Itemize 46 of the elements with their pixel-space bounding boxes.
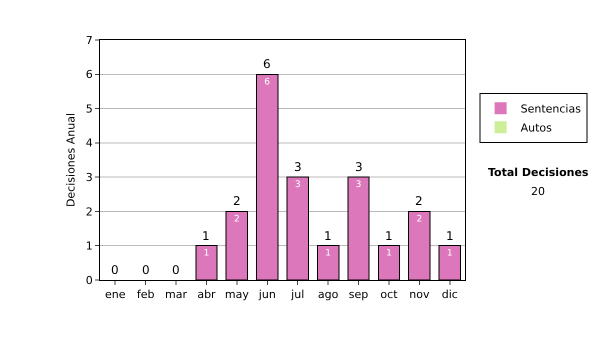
y-tick-label: 2 bbox=[86, 205, 93, 218]
total-label: 1 bbox=[324, 229, 332, 243]
legend-label: Sentencias bbox=[520, 102, 582, 116]
x-tick-label: feb bbox=[136, 288, 154, 302]
total-label: 0 bbox=[142, 263, 150, 277]
x-tick-label: may bbox=[224, 288, 250, 302]
x-tick-label: mar bbox=[165, 288, 188, 302]
total-label: 0 bbox=[172, 263, 180, 277]
x-tick-label: jul bbox=[290, 288, 304, 302]
x-tick-label: abr bbox=[197, 288, 216, 302]
total-label: 6 bbox=[263, 57, 271, 71]
data-label: 2 bbox=[416, 214, 422, 224]
y-tick-label: 3 bbox=[86, 170, 93, 184]
x-tick-label: oct bbox=[380, 288, 398, 302]
x-tick-label: ene bbox=[104, 288, 126, 302]
y-tick-label: 0 bbox=[86, 274, 93, 287]
y-tick-label: 7 bbox=[86, 34, 93, 47]
x-tick-label: ago bbox=[318, 288, 339, 302]
data-label: 3 bbox=[356, 180, 362, 190]
x-tick-label: nov bbox=[409, 288, 430, 302]
total-label: 2 bbox=[233, 194, 241, 208]
data-label: 1 bbox=[204, 248, 210, 259]
data-label: 3 bbox=[294, 180, 301, 190]
x-tick-label: dic bbox=[442, 288, 458, 302]
y-tick-label: 5 bbox=[86, 102, 93, 116]
y-tick-label: 4 bbox=[86, 136, 93, 150]
data-label: 1 bbox=[386, 248, 392, 259]
x-tick-label: sep bbox=[348, 288, 368, 302]
total-label: 1 bbox=[385, 229, 393, 243]
total-label: 2 bbox=[415, 194, 423, 208]
total-label: 1 bbox=[446, 229, 454, 243]
total-label: 3 bbox=[355, 160, 363, 174]
y-axis-title: Decisiones Anual bbox=[64, 112, 78, 208]
total-label: 0 bbox=[111, 263, 119, 277]
total-label: 3 bbox=[294, 160, 302, 174]
text: Total Decisiones bbox=[488, 166, 589, 179]
data-label: 1 bbox=[446, 248, 453, 259]
data-label: 6 bbox=[264, 77, 270, 88]
text: 20 bbox=[531, 185, 545, 198]
legend-label: Autos bbox=[520, 122, 552, 135]
x-tick-label: jun bbox=[258, 288, 276, 302]
data-label: 1 bbox=[325, 248, 331, 259]
y-tick-label: 6 bbox=[86, 68, 93, 82]
y-tick-label: 1 bbox=[86, 240, 93, 253]
data-label: 2 bbox=[234, 214, 240, 224]
total-label: 1 bbox=[202, 229, 210, 243]
